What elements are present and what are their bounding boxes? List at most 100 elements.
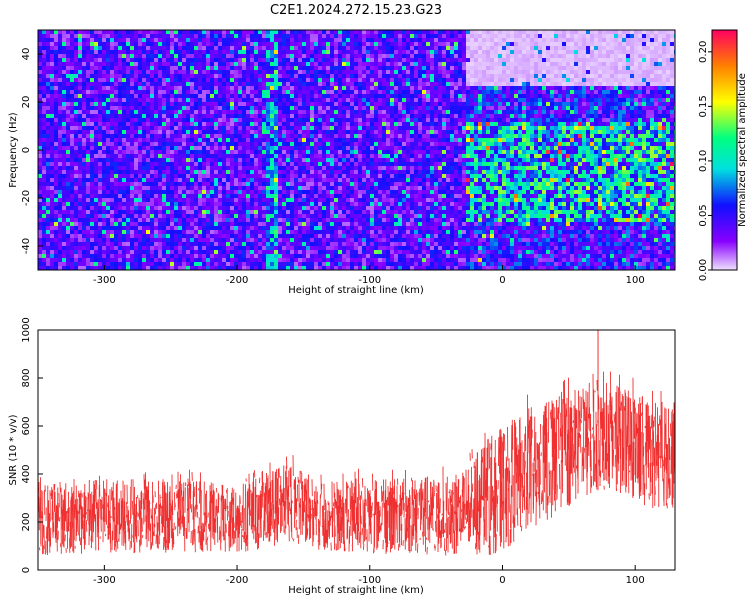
heatmap-cell [162,218,166,222]
heatmap-cell [366,182,370,186]
heatmap-cell [318,110,322,114]
heatmap-cell [86,90,90,94]
heatmap-cell [182,134,186,138]
heatmap-cell [38,242,42,246]
heatmap-cell [294,46,298,50]
heatmap-cell [90,218,94,222]
heatmap-cell [94,170,98,174]
heatmap-cell [286,122,290,126]
heatmap-cell [290,250,294,254]
heatmap-cell [138,94,142,98]
heatmap-cell [238,186,242,190]
heatmap-cell [218,118,222,122]
heatmap-cell [110,170,114,174]
heatmap-cell [82,170,86,174]
heatmap-cell [218,62,222,66]
heatmap-cell [214,158,218,162]
heatmap-cell [218,202,222,206]
heatmap-cell [258,42,262,46]
heatmap-cell [234,246,238,250]
heatmap-cell [238,50,242,54]
heatmap-cell [110,98,114,102]
heatmap-cell [66,166,70,170]
heatmap-cell [106,210,110,214]
heatmap-cell [338,262,342,266]
heatmap-cell [222,70,226,74]
heatmap-cell [338,242,342,246]
heatmap-cell [214,218,218,222]
heatmap-cell [338,82,342,86]
heatmap-cell [226,126,230,130]
heatmap-cell [362,162,366,166]
heatmap-cell [82,66,86,70]
heatmap-cell [250,242,254,246]
heatmap-cell [242,74,246,78]
heatmap-cell [306,198,310,202]
heatmap-cell [102,206,106,210]
heatmap-cell [346,106,350,110]
heatmap-cell [306,86,310,90]
heatmap-cell [234,254,238,258]
heatmap-cell [362,262,366,266]
heatmap-cell [334,150,338,154]
heatmap-cell [326,134,330,138]
heatmap-cell [138,254,142,258]
heatmap-cell [54,62,58,66]
heatmap-cell [202,70,206,74]
heatmap-cell [134,50,138,54]
heatmap-cell [238,226,242,230]
heatmap-cell [262,130,266,134]
heatmap-cell [306,42,310,46]
heatmap-cell [150,214,154,218]
heatmap-cell [158,118,162,122]
heatmap-cell [90,130,94,134]
heatmap-cell [106,190,110,194]
heatmap-cell [250,166,254,170]
heatmap-cell [302,122,306,126]
heatmap-cell [230,226,234,230]
heatmap-cell [162,226,166,230]
heatmap-cell [90,54,94,58]
heatmap-cell [298,74,302,78]
heatmap-cell [214,258,218,262]
heatmap-cell [62,50,66,54]
heatmap-cell [338,238,342,242]
heatmap-cell [82,254,86,258]
heatmap-cell [274,218,278,222]
heatmap-cell [258,198,262,202]
heatmap-cell [362,78,366,82]
heatmap-cell [170,134,174,138]
heatmap-cell [262,242,266,246]
heatmap-cell [66,206,70,210]
heatmap-cell [294,126,298,130]
heatmap-cell [62,242,66,246]
heatmap-cell [170,114,174,118]
heatmap-cell [178,266,182,270]
heatmap-cell [66,58,70,62]
heatmap-cell [166,150,170,154]
heatmap-cell [74,54,78,58]
heatmap-cell [354,230,358,234]
heatmap-cell [362,150,366,154]
heatmap-cell [238,142,242,146]
heatmap-cell [138,214,142,218]
heatmap-cell [230,66,234,70]
heatmap-cell [86,94,90,98]
heatmap-cell [226,138,230,142]
heatmap-cell [114,58,118,62]
heatmap-cell [314,126,318,130]
heatmap-cell [46,150,50,154]
heatmap-cell [286,74,290,78]
heatmap-cell [182,46,186,50]
heatmap-cell [114,126,118,130]
heatmap-cell [198,134,202,138]
heatmap-cell [358,34,362,38]
heatmap-cell [262,134,266,138]
heatmap-cell [294,86,298,90]
heatmap-cell [134,94,138,98]
heatmap-cell [206,106,210,110]
heatmap-cell [90,190,94,194]
heatmap-cell [214,266,218,270]
heatmap-cell [130,34,134,38]
heatmap-cell [142,218,146,222]
